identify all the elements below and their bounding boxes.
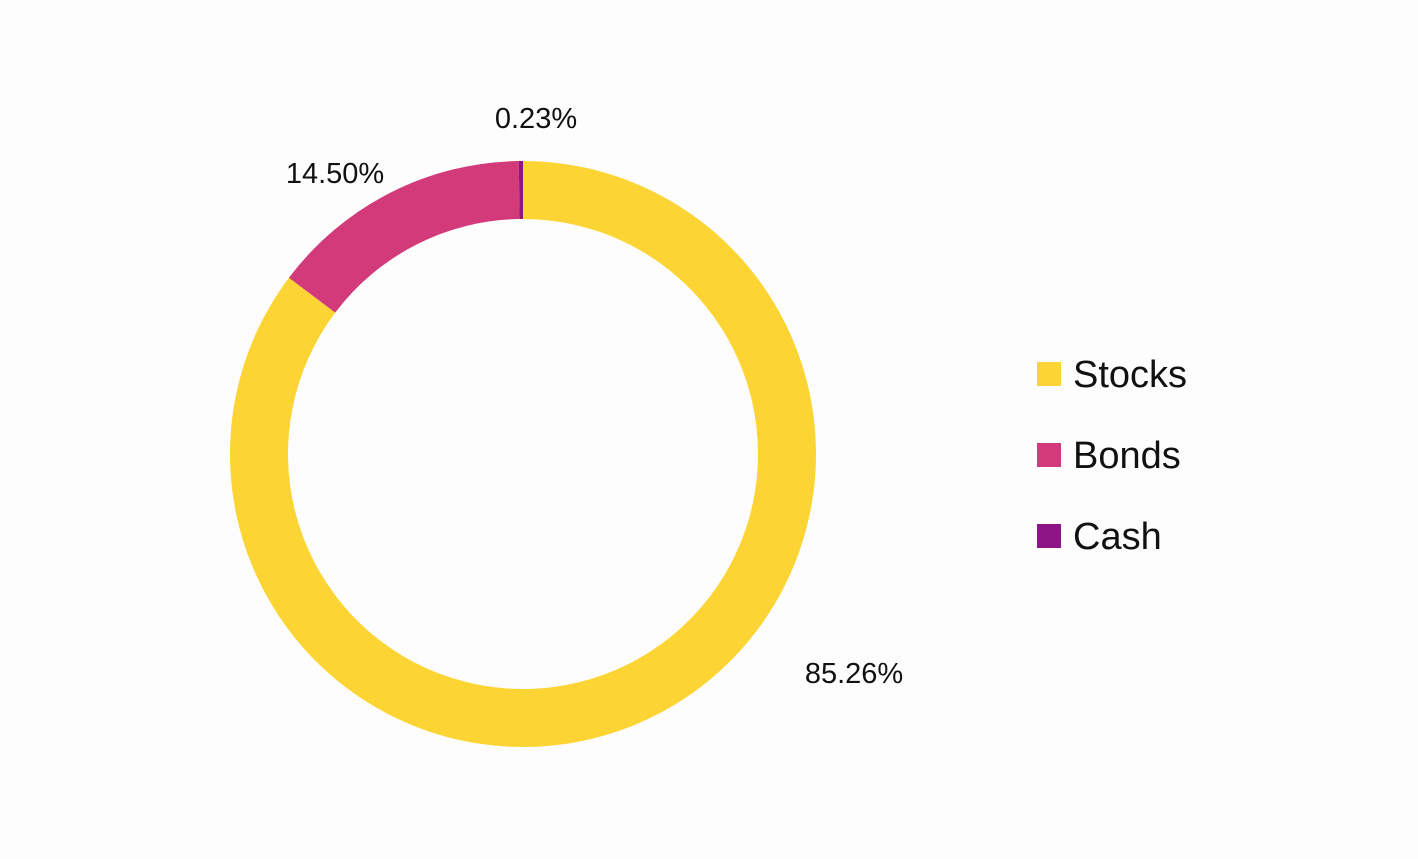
legend-label-stocks: Stocks <box>1073 354 1187 396</box>
slice-cash <box>518 161 523 220</box>
legend-swatch-cash <box>1037 524 1061 548</box>
legend: Stocks Bonds Cash <box>1037 354 1187 558</box>
data-label-bonds: 14.50% <box>286 158 384 190</box>
data-label-cash: 0.23% <box>495 103 577 135</box>
data-labels: 85.26% 14.50% 0.23% <box>286 103 903 690</box>
slice-bonds <box>288 161 520 313</box>
data-label-stocks: 85.26% <box>805 658 903 690</box>
donut-slices <box>229 161 817 747</box>
legend-label-bonds: Bonds <box>1073 435 1181 477</box>
legend-label-cash: Cash <box>1073 516 1162 558</box>
legend-swatch-stocks <box>1037 362 1061 386</box>
legend-swatch-bonds <box>1037 443 1061 467</box>
